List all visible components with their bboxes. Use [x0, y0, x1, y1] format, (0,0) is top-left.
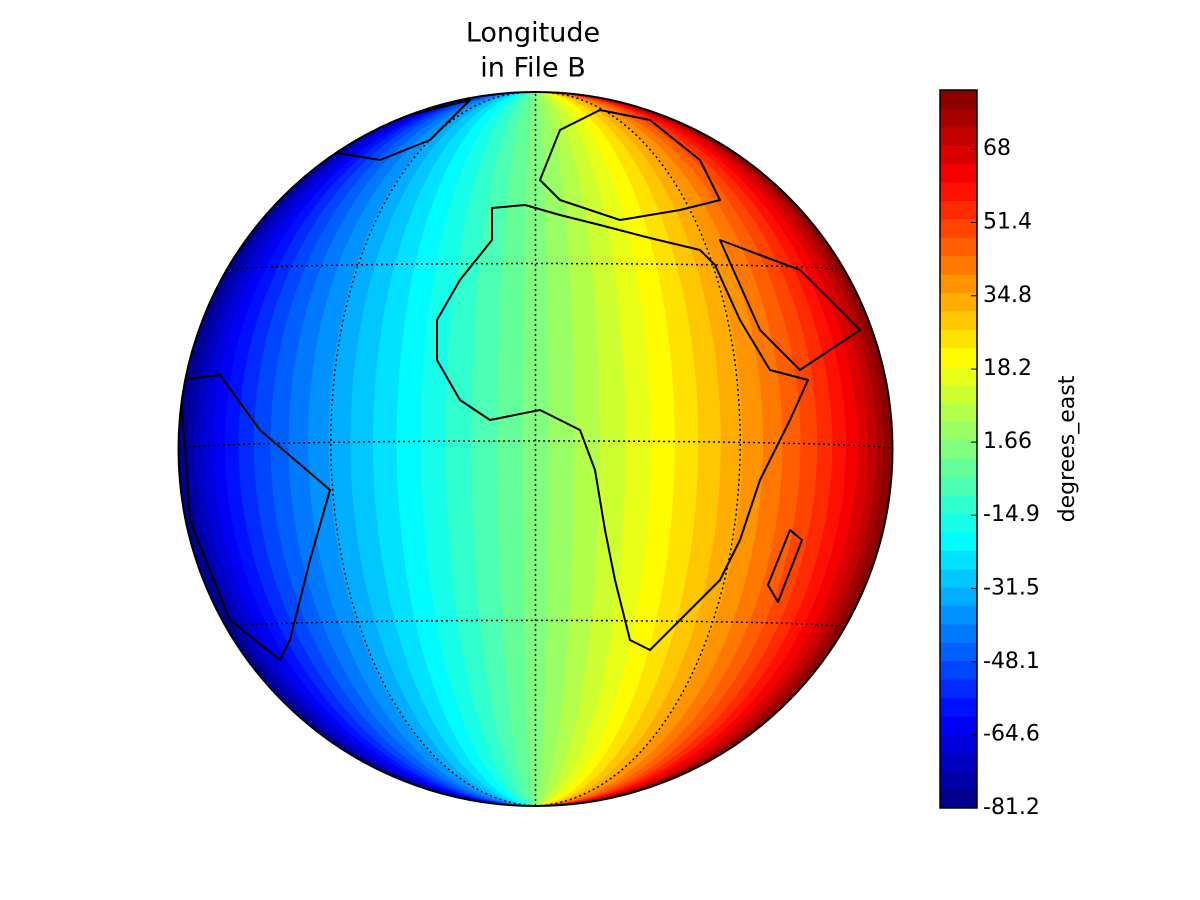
colorbar-band — [940, 237, 977, 257]
colorbar-tick-label: -81.2 — [983, 795, 1040, 820]
colorbar-band — [940, 587, 977, 606]
colorbar-band — [940, 163, 977, 183]
globe-outline — [177, 91, 894, 807]
africa — [436, 204, 809, 651]
colorbar-band — [940, 715, 977, 735]
colorbar-band — [940, 679, 977, 699]
parallel — [225, 262, 846, 272]
colorbar-band — [940, 90, 977, 109]
parallel — [178, 440, 893, 450]
colorbar-band — [940, 550, 977, 570]
colorbar-band — [940, 734, 977, 754]
colorbar-band — [940, 200, 977, 220]
colorbar: -81.2 -64.6 -48.1 -31.5 -14.9 1.66 18.2 34.8 51.… — [939, 89, 1040, 820]
colorbar-band — [940, 421, 977, 441]
colorbar-band — [940, 255, 977, 275]
colorbar-band — [940, 439, 977, 459]
colorbar-band — [940, 752, 977, 772]
colorbar-tick-label: -64.6 — [983, 722, 1040, 747]
colorbar-band — [940, 771, 977, 791]
colorbar-band — [940, 274, 977, 294]
parallel — [225, 619, 846, 628]
colorbar-band — [940, 642, 977, 662]
colorbar-band — [940, 329, 977, 349]
colorbar-band — [940, 126, 977, 146]
arabia — [719, 239, 861, 371]
colorbar-band — [940, 697, 977, 717]
colorbar-band — [940, 108, 977, 128]
colorbar-frame — [939, 89, 978, 809]
south-america — [179, 374, 331, 661]
colorbar-band — [940, 623, 977, 643]
madagascar — [767, 529, 803, 603]
colorbar-band — [940, 366, 977, 386]
colorbar-tick-label: 68 — [983, 136, 1011, 161]
colorbar-band — [940, 495, 977, 514]
chart-title: in File B — [480, 53, 585, 84]
colorbar-band — [940, 292, 977, 312]
graticule — [178, 92, 893, 806]
colorbar-band — [940, 310, 977, 330]
colorbar-band — [940, 218, 977, 238]
colorbar-band — [940, 182, 977, 201]
colorbar-band — [940, 513, 977, 533]
chart-title: Longitude — [466, 18, 600, 49]
colorbar-tick-label: 34.8 — [983, 283, 1032, 308]
colorbar-tick-label: -48.1 — [983, 649, 1040, 674]
colorbar-band — [940, 660, 977, 680]
europe — [539, 109, 721, 221]
colorbar-band — [940, 568, 977, 588]
colorbar-band — [940, 402, 977, 422]
colorbar-band — [940, 476, 977, 496]
colorbar-band — [940, 384, 977, 404]
colorbar-band — [940, 347, 977, 367]
colorbar-band — [940, 458, 977, 478]
colorbar-band — [940, 789, 977, 809]
colorbar-band — [940, 531, 977, 551]
colorbar-band — [940, 145, 977, 165]
colorbar-tick-label: 51.4 — [983, 209, 1032, 234]
colorbar-tick-label: -31.5 — [983, 576, 1040, 601]
colorbar-band — [940, 605, 977, 625]
colorbar-tick-label: -14.9 — [983, 502, 1040, 527]
colorbar-tick-label: 1.66 — [983, 429, 1032, 454]
colorbar-label: degrees_east — [1055, 375, 1080, 522]
colorbar-tick-label: 18.2 — [983, 356, 1032, 381]
